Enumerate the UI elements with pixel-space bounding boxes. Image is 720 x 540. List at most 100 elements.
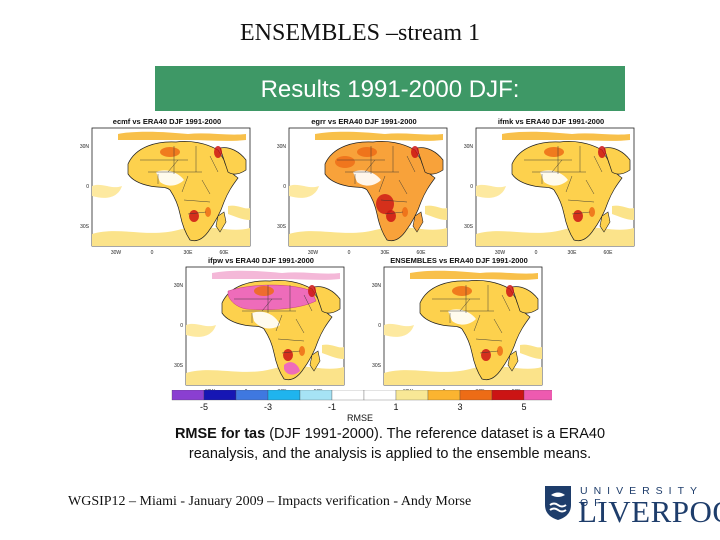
colorbar-tick-label: 3	[457, 402, 462, 412]
country-border	[501, 294, 511, 312]
country-border	[295, 318, 305, 334]
lat-tick-label: 30N	[277, 144, 287, 150]
hotspot-north	[160, 147, 180, 157]
logo-top-text: UNIVERSITY OF	[580, 485, 703, 509]
colorbar-segment	[459, 389, 493, 401]
colorbar-segment	[427, 389, 461, 401]
panel-title: ecmf vs ERA40 DJF 1991-2000	[113, 117, 221, 126]
hotspot-west	[335, 156, 355, 168]
low-error-region	[448, 309, 476, 325]
colorbar-segment	[523, 389, 557, 401]
low-error-region	[252, 311, 280, 329]
country-border	[459, 298, 471, 312]
colorbar-tick-label: -1	[328, 402, 336, 412]
lat-tick-label: 0	[180, 323, 183, 329]
africa-shape	[127, 141, 239, 242]
lon-tick-label: 30E	[184, 250, 194, 256]
country-border	[378, 175, 386, 193]
country-border	[380, 199, 408, 203]
colorbar-segment	[491, 389, 525, 401]
country-border	[275, 314, 283, 332]
europe-shape	[315, 131, 443, 141]
panel-title: ifmk vs ERA40 DJF 1991-2000	[498, 117, 604, 126]
madagascar-shape	[412, 211, 424, 233]
low-error-region	[353, 170, 381, 186]
map-svg: ecmf vs ERA40 DJF 1991-2000 30N 0 30S 30W 0 30…	[78, 116, 256, 262]
ocean-band-west	[384, 323, 414, 337]
ocean-band-south	[289, 227, 447, 246]
ocean-band-east	[612, 205, 634, 220]
figure-caption: RMSE for tas (DJF 1991-2000). The refere…	[130, 424, 650, 464]
colorbar-segment	[331, 389, 365, 401]
lon-tick-label: 0	[535, 250, 538, 256]
africa-shape	[419, 280, 531, 381]
ocean-band-east	[520, 344, 542, 359]
slide-title: ENSEMBLES –stream 1	[240, 20, 480, 46]
panel-title: egrr vs ERA40 DJF 1991-2000	[311, 117, 416, 126]
country-border	[384, 211, 404, 215]
colorbar-tick-label: 5	[521, 402, 526, 412]
ocean-band-south	[476, 227, 634, 246]
country-border	[181, 175, 189, 193]
ocean-band-west	[92, 184, 122, 198]
hotspot-south	[573, 210, 583, 222]
lat-tick-label: 0	[86, 184, 89, 190]
hotspot-south	[283, 349, 293, 361]
map-panel-egrr: egrr vs ERA40 DJF 1991-2000 30N 0 30S 30W 0 30…	[275, 116, 453, 262]
map-frame-group	[185, 266, 345, 386]
map-svg: ENSEMBLES vs ERA40 DJF 1991-200030N030S3…	[370, 255, 548, 401]
hotspot-south	[189, 210, 199, 222]
country-border	[593, 155, 603, 173]
caption-bold: RMSE for tas	[174, 426, 266, 442]
country-border	[551, 159, 563, 173]
hotspot-south	[481, 349, 491, 361]
lon-tick-label: 60E	[604, 250, 614, 256]
caption-line-2: reanalysis, and the analysis is applied …	[188, 446, 592, 462]
ocean-band-south	[384, 366, 542, 385]
country-border	[571, 211, 591, 215]
logo-main-text: LIVERPOOL	[578, 494, 720, 529]
low-error-region	[540, 170, 568, 186]
colorbar-segment	[363, 389, 397, 401]
sahara-hotspot	[227, 284, 317, 310]
ocean-band-west	[289, 184, 319, 198]
lon-tick-label: 30W	[495, 250, 506, 256]
lon-tick-label: 30E	[381, 250, 391, 256]
lat-tick-label: 0	[378, 323, 381, 329]
colorbar-tick-label: -3	[264, 402, 272, 412]
country-border	[201, 179, 211, 195]
hotspot-east	[497, 346, 503, 356]
country-border	[475, 338, 503, 342]
south-hotspot	[284, 362, 300, 375]
country-border	[567, 199, 595, 203]
lat-tick-label: 30S	[174, 363, 184, 369]
country-border	[398, 179, 408, 195]
caption-line-1: RMSE for tas (DJF 1991-2000). The refere…	[130, 424, 650, 444]
map-panel-ecmf: ecmf vs ERA40 DJF 1991-2000 30N 0 30S 30W 0 30…	[78, 116, 256, 262]
europe-shape	[410, 270, 538, 280]
colorbar-segment	[267, 389, 301, 401]
country-border	[364, 159, 376, 173]
europe-shape	[212, 270, 340, 280]
africa-shape	[324, 141, 436, 242]
map-panel-ifpw: ifpw vs ERA40 DJF 1991-200030N030S30W030…	[172, 255, 350, 401]
ocean-band-west	[476, 184, 506, 198]
hotspot-red-sea	[598, 146, 606, 158]
lon-tick-label: 30W	[308, 250, 319, 256]
map-panel-ifmk: ifmk vs ERA40 DJF 1991-2000 30N 0 30S 30W 0 30…	[462, 116, 640, 262]
ocean-band-east	[228, 205, 250, 220]
hotspot-east	[589, 207, 595, 217]
hotspot-east	[205, 207, 211, 217]
university-logo: UNIVERSITY OF LIVERPOOL	[544, 484, 720, 529]
lat-tick-label: 30N	[372, 283, 382, 289]
colorbar-segment	[395, 389, 429, 401]
map-svg: ifmk vs ERA40 DJF 1991-2000 30N 0 30S 30W 0 30…	[462, 116, 640, 262]
country-border	[585, 179, 595, 195]
europe-shape	[502, 131, 630, 141]
ocean-band-east	[425, 205, 447, 220]
hotspot-red-sea	[214, 146, 222, 158]
map-svg: ifpw vs ERA40 DJF 1991-200030N030S30W030…	[172, 255, 350, 401]
lat-tick-label: 30N	[80, 144, 90, 150]
arabia-shape	[603, 147, 631, 175]
hotspot-east	[299, 346, 305, 356]
